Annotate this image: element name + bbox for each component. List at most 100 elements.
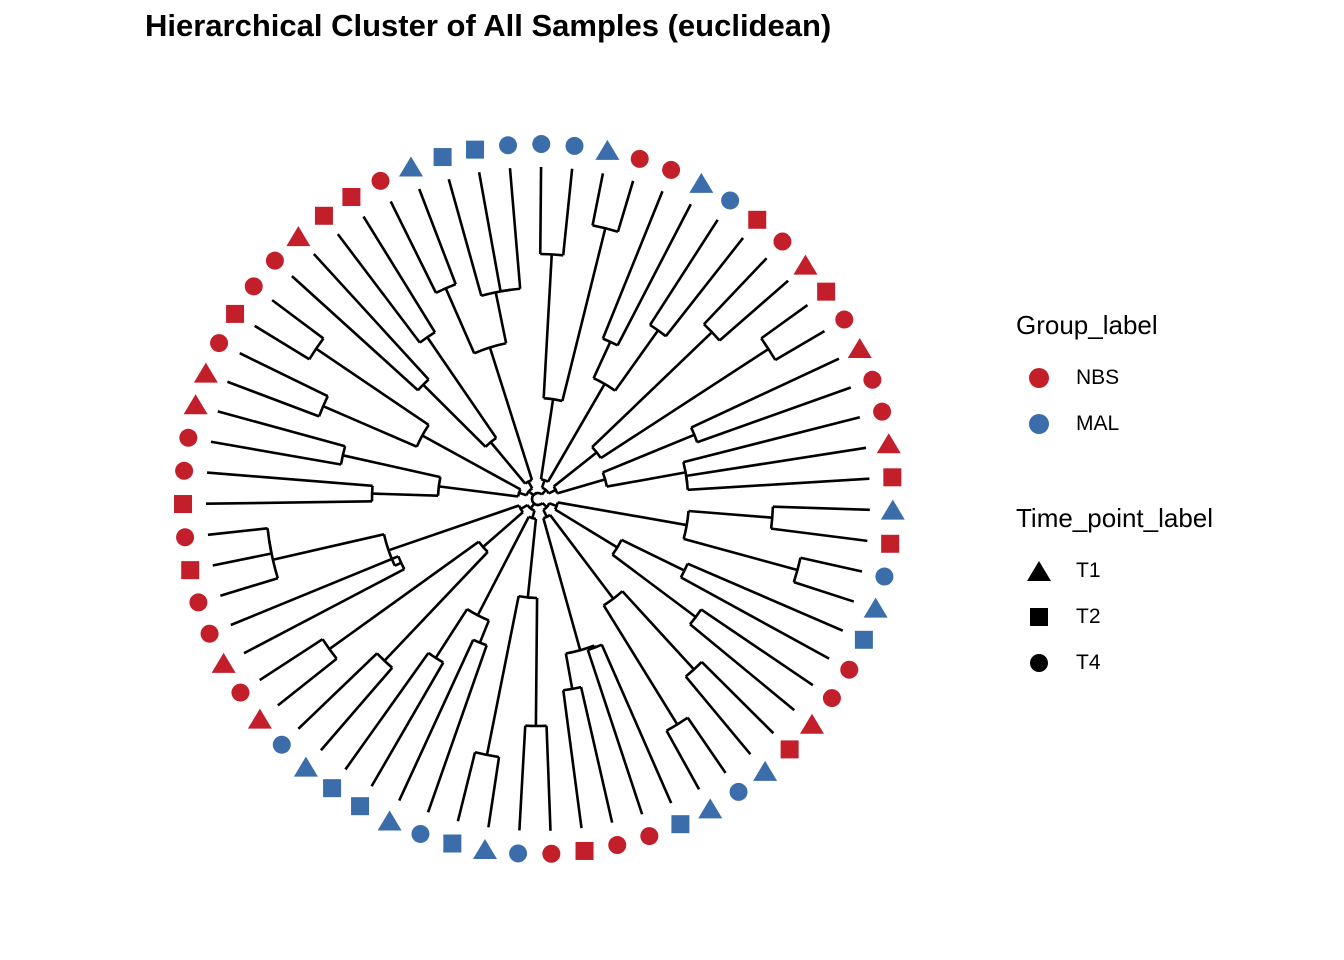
nbs-dot-icon [1016,355,1062,401]
branch-line [322,405,418,448]
branch-arc [525,487,533,496]
branch-line [489,441,527,485]
branch-line [226,380,320,418]
branch-line [272,533,385,562]
branch-arc [540,252,564,257]
branch-line [291,275,419,392]
leaf-marker-mal-t2 [466,140,485,159]
branch-line [556,478,606,495]
branch-line [488,347,534,481]
legend-item-t4: T4 [1016,640,1213,686]
branch-line [336,233,421,344]
branch-arc [528,515,537,521]
branch-line [206,500,373,506]
branch-arc [370,485,374,502]
branch-line [230,555,399,627]
leaf-marker-mal-t2 [323,779,342,798]
branch-line [689,623,796,712]
branch-line [518,491,527,497]
branch-arc [769,506,775,529]
leaf-marker-nbs-t1 [247,708,272,729]
leaf-marker-nbs-t2 [883,468,902,487]
dendrogram-branches [206,167,870,831]
branch-line [696,386,852,444]
branch-arc [533,502,544,507]
branch-line [800,556,863,573]
branch-line [702,257,768,326]
branch-line [686,716,727,774]
branch-line [601,190,664,340]
leaf-marker-mal-t4 [875,567,894,586]
branch-arc [435,283,457,295]
branch-line [683,416,861,464]
branch-arc [266,528,273,554]
branch-arc [419,331,436,344]
leaf-marker-nbs-t1 [183,394,208,415]
leaf-marker-nbs-t4 [231,683,250,702]
leaf-marker-mal-t1 [293,756,318,777]
branch-line [690,357,840,429]
branch-line [614,329,660,392]
leaf-marker-mal-t4 [729,782,748,801]
branch-line [687,477,870,492]
leaf-marker-nbs-t4 [176,528,195,547]
branch-line [648,219,719,326]
leaf-marker-nbs-t4 [244,277,263,296]
circle-icon [1016,640,1062,686]
branch-arc [308,337,325,360]
branch-line [687,562,844,632]
branch-line [591,331,713,449]
branch-line [478,619,491,644]
leaf-marker-nbs-t2 [748,210,767,229]
branch-arc [542,513,551,520]
branch-arc [689,608,703,626]
branch-line [611,553,697,619]
legend-label-t4: T4 [1076,651,1101,674]
branch-arc [500,287,521,293]
leaf-marker-mal-t1 [377,810,402,831]
square-icon [1016,594,1062,640]
branch-line [494,292,508,344]
leaf-marker-nbs-t4 [640,827,659,846]
leaf-marker-mal-t4 [721,191,740,210]
branch-line [520,503,529,511]
leaf-marker-nbs-t1 [193,362,218,383]
branch-line [456,751,477,822]
leaf-marker-mal-t4 [565,136,584,155]
leaf-marker-mal-t2 [351,797,370,816]
branch-arc [611,539,623,556]
branch-line [540,479,546,489]
branch-arc [541,486,550,495]
branch-line [542,517,582,651]
branch-line [760,304,809,340]
leaf-marker-nbs-t2 [181,561,200,580]
branch-line [600,347,770,460]
legend-label-mal: MAL [1076,412,1120,435]
branch-line [344,652,430,771]
branch-line [243,567,405,655]
branch-line [548,488,557,495]
branch-line [398,639,475,802]
branch-line [552,451,598,488]
branch-arc [592,224,619,233]
branch-line [477,172,502,292]
legend-item-t2: T2 [1016,594,1213,640]
leaf-marker-nbs-t4 [265,251,284,270]
branch-line [772,505,870,512]
branch-line [774,330,826,362]
leaf-marker-nbs-t1 [876,433,901,454]
leaf-marker-nbs-t4 [200,624,219,643]
branch-line [527,480,534,490]
branch-arc [321,638,338,660]
branch-line [342,454,441,479]
branch-line [665,730,701,790]
branch-line [487,756,501,828]
branch-arc [416,378,430,392]
branch-line [561,168,574,256]
leaf-marker-mal-t4 [411,824,430,843]
branch-line [447,178,483,297]
leaf-marker-mal-t4 [499,136,518,155]
branch-line [546,383,606,483]
branch-line [362,215,437,333]
branch-line [438,485,519,498]
